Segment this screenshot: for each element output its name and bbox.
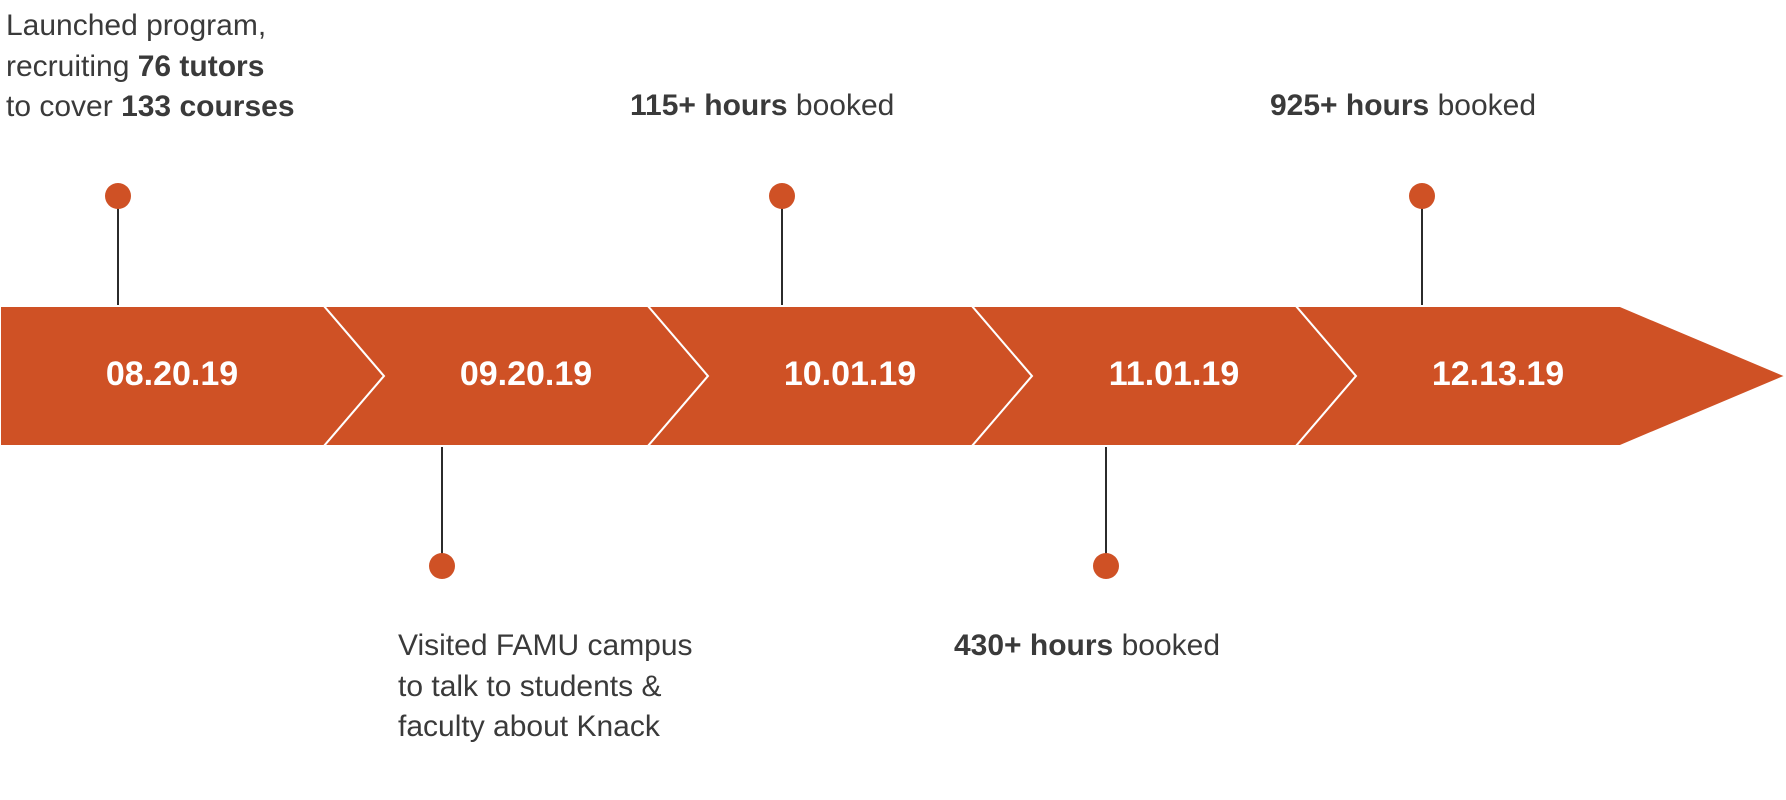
timeline-marker <box>1093 553 1119 579</box>
timeline-callout: 925+ hours booked <box>1270 86 1630 127</box>
timeline-date: 12.13.19 <box>1432 355 1564 393</box>
timeline-callout: 430+ hours booked <box>954 626 1314 667</box>
timeline-callout: Launched program,recruiting 76 tutorsto … <box>6 6 386 128</box>
timeline-callout: 115+ hours booked <box>630 86 990 127</box>
timeline-marker <box>105 183 131 209</box>
timeline-date: 08.20.19 <box>106 355 238 393</box>
timeline-callout: Visited FAMU campusto talk to students &… <box>398 626 818 748</box>
timeline-infographic: 08.20.19 09.20.19 10.01.19 11.01.19 12.13.19… <box>0 0 1786 800</box>
timeline-date: 09.20.19 <box>460 355 592 393</box>
timeline-marker <box>769 183 795 209</box>
timeline-date: 11.01.19 <box>1109 355 1239 393</box>
timeline-marker <box>429 553 455 579</box>
timeline-marker <box>1409 183 1435 209</box>
timeline-date: 10.01.19 <box>784 355 916 393</box>
